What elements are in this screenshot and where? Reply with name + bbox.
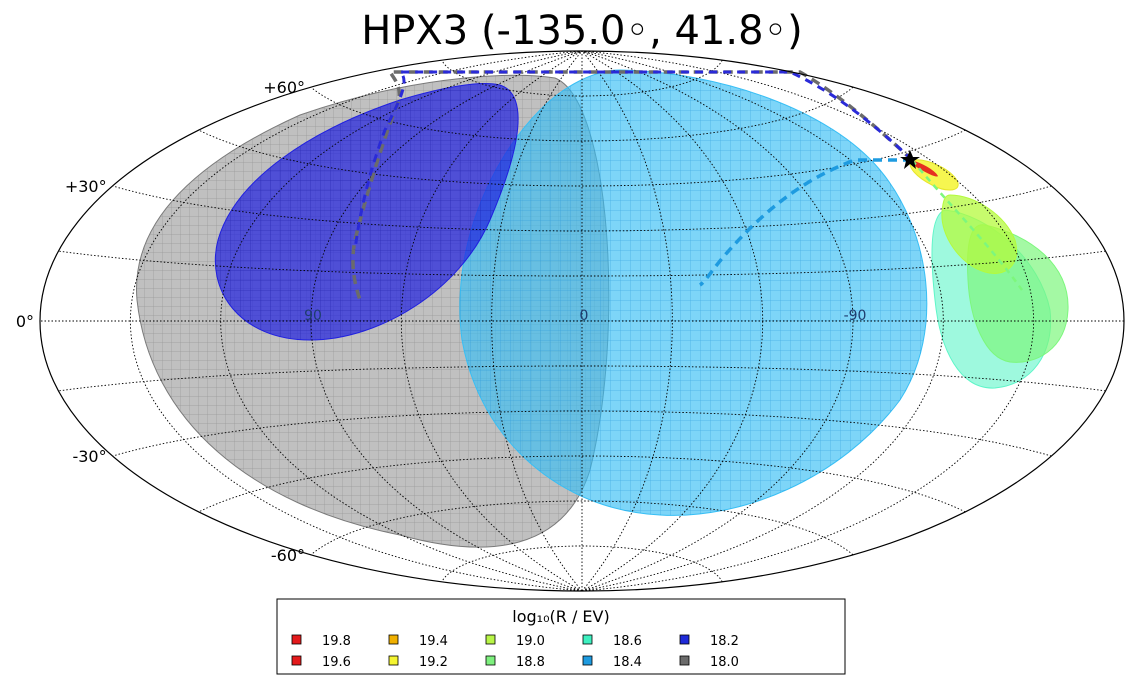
- meridian-line: [581, 51, 1035, 591]
- meridian-line: [310, 51, 583, 591]
- legend-swatch: [582, 655, 593, 666]
- legend-swatch: [679, 634, 690, 645]
- latitude-labels: +60° +30° 0° -30° -60°: [16, 78, 305, 565]
- latitude-tick-label: +60°: [263, 78, 305, 97]
- legend-swatch: [291, 655, 302, 666]
- legend-entry-label: 19.8: [322, 634, 351, 649]
- legend: log₁₀(R / EV) 19.8 19.6 19.4 19.2 19.0 18.8 18…: [276, 598, 846, 675]
- legend-entry-label: 18.4: [613, 655, 642, 670]
- legend-swatch: [388, 634, 399, 645]
- legend-entry-label: 18.6: [613, 634, 642, 649]
- legend-swatch: [291, 634, 302, 645]
- meridian-line: [581, 51, 854, 591]
- legend-entry-label: 19.4: [419, 634, 448, 649]
- legend-swatch: [679, 655, 690, 666]
- legend-entry-label: 19.2: [419, 655, 448, 670]
- parallel-line: [441, 59, 723, 97]
- latitude-tick-label: -30°: [72, 447, 106, 466]
- rigidity-regions: [136, 69, 1069, 548]
- region-19-0: [941, 194, 1017, 274]
- legend-swatch: [485, 655, 496, 666]
- region-19-6: [911, 161, 938, 177]
- legend-swatch: [485, 634, 496, 645]
- parallel-line: [198, 129, 966, 187]
- parallel-line: [310, 500, 854, 556]
- latitude-tick-label: 0°: [16, 312, 34, 331]
- meridian-line: [129, 51, 583, 591]
- parallel-line: [310, 86, 854, 142]
- parallel-line: [198, 455, 966, 513]
- meridian-line: [400, 51, 583, 591]
- parallel-line: [58, 365, 1106, 392]
- latitude-tick-label: +30°: [65, 177, 107, 196]
- legend-entry-label: 18.2: [710, 634, 739, 649]
- graticule: [40, 51, 1124, 591]
- trajectory-18-2: [353, 70, 914, 251]
- legend-entry-label: 18.0: [710, 655, 739, 670]
- legend-title: log₁₀(R / EV): [512, 607, 609, 626]
- longitude-labels: 90 0 -90: [304, 308, 866, 324]
- legend-swatch: [582, 634, 593, 645]
- trajectories: [351, 70, 1024, 301]
- map-border: [39, 50, 1125, 592]
- meridian-line: [581, 51, 764, 591]
- meridian-line: [581, 51, 673, 591]
- legend-entry-label: 18.8: [516, 655, 545, 670]
- legend-entry-label: 19.6: [322, 655, 351, 670]
- legend-swatch: [388, 655, 399, 666]
- longitude-tick-label: 90: [304, 308, 322, 324]
- meridian-line: [491, 51, 583, 591]
- chart-title: HPX3 (-135.0◦, 41.8◦): [361, 8, 803, 54]
- legend-box: [276, 598, 846, 675]
- legend-entry-label: 19.0: [516, 634, 545, 649]
- latitude-tick-label: -60°: [271, 546, 305, 565]
- parallel-line: [112, 185, 1052, 232]
- source-marker: [900, 150, 920, 169]
- longitude-tick-label: 0: [580, 308, 589, 324]
- longitude-tick-label: -90: [844, 308, 867, 324]
- trajectory-18-4: [698, 158, 912, 287]
